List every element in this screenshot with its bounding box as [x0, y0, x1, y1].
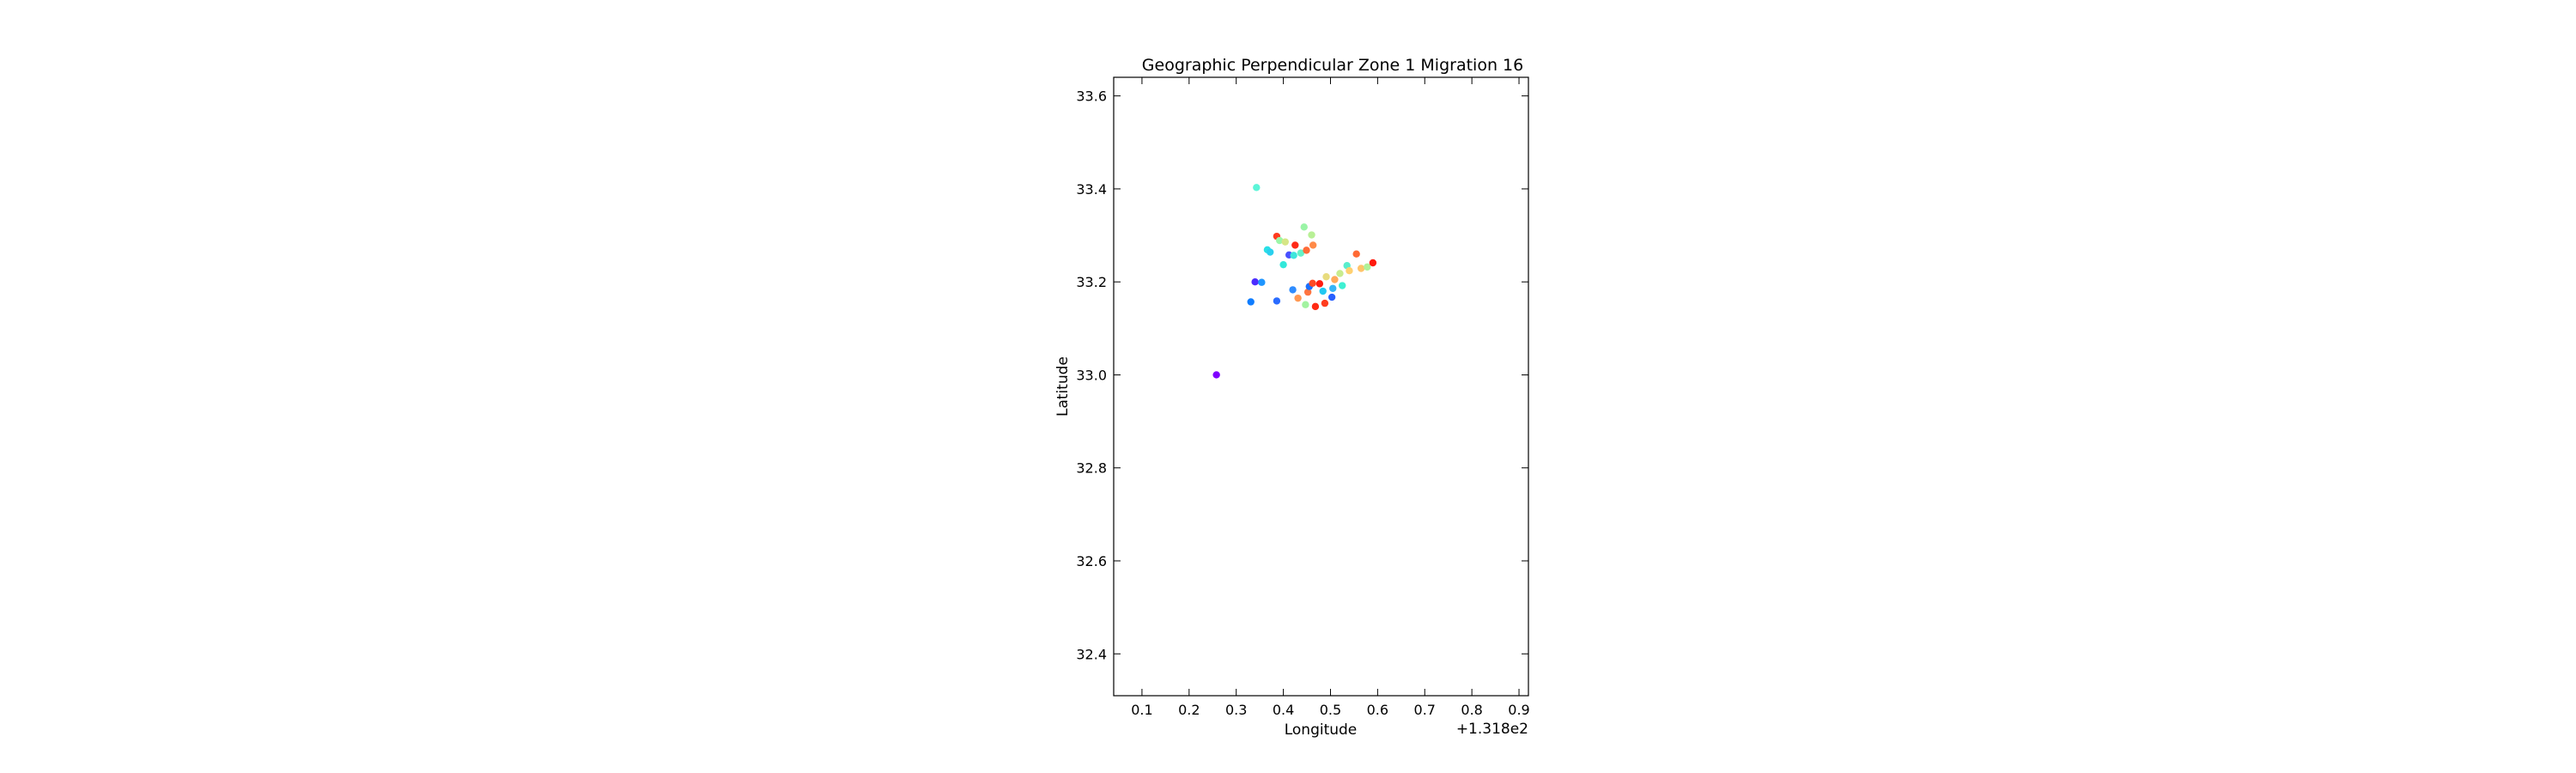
data-point [1290, 252, 1297, 259]
data-point [1338, 282, 1346, 289]
plot-frame [1113, 76, 1529, 697]
x-axis-label: Longitude [1285, 721, 1358, 739]
x-tick-label: 0.5 [1320, 702, 1341, 718]
x-axis-ticks: 0.1 0.2 0.3 0.4 0.5 0.6 0.7 0.8 0.9 [1131, 77, 1530, 718]
data-point [1302, 301, 1309, 308]
data-point [1309, 241, 1317, 249]
x-tick-label: 0.9 [1508, 702, 1529, 718]
plot-area [1212, 184, 1377, 379]
y-tick-label: 32.8 [1076, 460, 1107, 477]
data-point [1297, 249, 1305, 257]
data-point [1279, 260, 1287, 269]
x-tick-label: 0.3 [1225, 702, 1247, 718]
data-point [1327, 293, 1336, 301]
data-point [1357, 265, 1365, 272]
x-tick-label: 0.1 [1131, 702, 1152, 718]
x-tick-label: 0.7 [1414, 702, 1436, 718]
data-point [1247, 298, 1255, 306]
data-point [1300, 223, 1308, 231]
data-point [1289, 286, 1297, 294]
data-point [1253, 184, 1261, 192]
data-point [1369, 259, 1377, 267]
data-point [1346, 267, 1353, 275]
data-point [1319, 287, 1327, 295]
data-point [1329, 284, 1337, 292]
data-point [1273, 297, 1281, 305]
y-tick-label: 33.4 [1076, 181, 1107, 198]
data-point [1311, 302, 1320, 311]
y-axis-ticks: 32.4 32.6 32.8 33.0 33.2 33.4 33.6 [1076, 88, 1528, 662]
data-point [1276, 236, 1284, 245]
data-point [1364, 263, 1371, 271]
y-tick-label: 33.2 [1076, 274, 1107, 290]
y-tick-label: 33.0 [1076, 367, 1107, 383]
data-point [1258, 278, 1266, 286]
data-point [1303, 288, 1312, 296]
data-point [1331, 276, 1339, 283]
data-point [1251, 277, 1259, 286]
data-point [1212, 371, 1220, 379]
data-point [1315, 280, 1324, 288]
data-point [1291, 241, 1299, 249]
x-tick-label: 0.2 [1178, 702, 1200, 718]
data-point [1281, 238, 1289, 246]
x-axis-offset-label: +1.318e2 [1456, 721, 1528, 738]
data-point [1336, 270, 1344, 277]
x-tick-label: 0.6 [1367, 702, 1388, 718]
data-point [1303, 247, 1310, 254]
y-tick-label: 32.6 [1076, 553, 1107, 569]
data-point [1321, 299, 1329, 307]
data-point [1352, 250, 1360, 258]
y-tick-label: 32.4 [1076, 646, 1107, 662]
data-point [1267, 248, 1274, 256]
y-axis-label: Latitude [1054, 356, 1072, 417]
data-point [1308, 231, 1315, 239]
data-point [1309, 279, 1316, 288]
y-tick-label: 33.6 [1076, 88, 1107, 105]
x-tick-label: 0.8 [1461, 702, 1482, 718]
chart-title: Geographic Perpendicular Zone 1 Migratio… [1142, 56, 1523, 75]
data-point [1294, 294, 1302, 302]
data-point [1322, 273, 1330, 281]
x-tick-label: 0.4 [1273, 702, 1294, 718]
